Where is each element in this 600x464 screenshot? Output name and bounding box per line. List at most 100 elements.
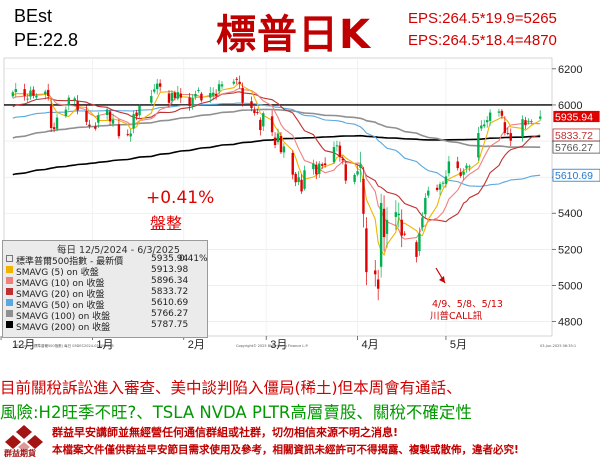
price-tag-label: 5610.69 <box>555 170 593 182</box>
candle-body <box>44 91 47 95</box>
y-tick-label: 6000 <box>558 100 582 112</box>
candle-body <box>524 120 527 126</box>
candle-body <box>88 124 91 127</box>
candle-body <box>46 89 50 96</box>
candle-body <box>332 146 336 163</box>
candle-body <box>397 213 400 216</box>
candle-body <box>197 89 200 91</box>
price-tag <box>552 110 600 123</box>
legend-name: 標準普爾500指數 - 最新價 <box>16 257 124 267</box>
candle-body <box>150 96 153 103</box>
candle-body <box>29 90 32 97</box>
candle-body <box>294 173 297 183</box>
y-tick-label: 6200 <box>558 64 582 76</box>
price-tag-label: 5766.27 <box>555 142 593 154</box>
legend-row: 標準普爾500指數 - 最新價 5935.94 0.41% <box>6 254 208 267</box>
candle-body <box>76 101 79 111</box>
sma-line-100 <box>12 108 541 149</box>
price-tag-label: 5935.94 <box>555 111 593 123</box>
candle-body <box>335 145 339 147</box>
candle-body <box>126 134 129 136</box>
candle-body <box>170 92 174 101</box>
change-label: +0.41% <box>146 188 215 208</box>
candle-body <box>459 172 462 176</box>
copyright-footer: Copyright© 2025 Bloomberg Finance L.P. <box>236 344 309 348</box>
candle-body <box>176 92 180 99</box>
candle-body <box>359 164 362 168</box>
x-tick-label: 4月 <box>362 339 379 350</box>
candle-body <box>465 165 468 168</box>
candle-body <box>291 152 294 175</box>
candle-body <box>85 111 88 122</box>
candle-body <box>362 178 365 214</box>
candle-body <box>250 101 253 109</box>
candle-body <box>214 93 218 96</box>
legend-swatch <box>6 255 13 262</box>
x-tick-label: 5月 <box>450 339 467 350</box>
price-tag <box>552 168 600 182</box>
candle-body <box>235 78 238 80</box>
candle-body <box>441 182 445 184</box>
disclaimer-line-1: 群益早安講師並無經營任何通信群組或社群，切勿相信來源不明之消息! <box>52 426 399 439</box>
candle-body <box>232 81 236 84</box>
candle-body <box>179 93 182 98</box>
candle-body <box>318 163 321 174</box>
legend-name: SMAVG (20) on 收盤 <box>16 290 105 300</box>
candle-body <box>394 212 398 217</box>
candle-body <box>382 208 386 238</box>
legend-swatch <box>6 299 13 306</box>
candle-body <box>188 97 191 107</box>
best-label: BEst <box>14 6 53 26</box>
candle-body <box>303 170 306 189</box>
candle-body <box>270 116 274 133</box>
candle-body <box>521 119 524 137</box>
candle-body <box>262 113 265 127</box>
timestamp-footer: 03-Jun-2025 06:35:1 <box>540 344 577 348</box>
candle-body <box>97 115 100 123</box>
candle-body <box>421 217 424 228</box>
pe-label: PE:22.8 <box>14 30 79 50</box>
candle-body <box>273 137 277 146</box>
legend-title: 每日 12/5/2024 - 6/3/2025 <box>57 245 180 256</box>
candle-body <box>323 163 327 166</box>
legend-name: SMAVG (5) on 收盤 <box>16 268 99 278</box>
candle-body <box>365 228 368 273</box>
candle-body <box>191 98 194 106</box>
x-tick-label: 3月 <box>270 339 287 350</box>
legend-name: SMAVG (200) on 收盤 <box>16 323 111 333</box>
candle-body <box>135 112 138 117</box>
price-tag <box>552 140 600 154</box>
candle-body <box>344 164 347 181</box>
legend-pct: 0.41% <box>179 254 208 264</box>
candle-body <box>26 98 29 100</box>
price-tag-label: 5833.72 <box>555 130 593 142</box>
legend-value: 5833.72 <box>151 287 189 297</box>
candle-body <box>64 109 68 117</box>
legend-value: 5610.69 <box>151 298 189 308</box>
candle-body <box>468 166 471 168</box>
y-tick-label: 5000 <box>558 280 582 292</box>
candle-body <box>341 158 345 161</box>
candle-body <box>220 84 224 87</box>
y-tick-label: 5400 <box>558 208 582 220</box>
candle-body <box>379 202 383 267</box>
candle-body <box>376 279 380 289</box>
legend-row: SMAVG (200) on 收盤 5787.75 <box>6 320 202 333</box>
candle-body <box>415 242 418 257</box>
source-footer: SPX Index (標準普爾500指數) 每日 05DEC2024-03JUN… <box>14 344 114 348</box>
candle-body <box>447 161 451 174</box>
legend-value: 5913.98 <box>151 265 189 275</box>
chart-title: 標普日K <box>216 12 371 58</box>
candle-body <box>300 179 303 192</box>
candle-body <box>312 163 315 170</box>
commentary-line-1: 目前關稅訴訟進入審查、美中談判陷入僵局(稀土)但本周會有通話、 <box>0 379 462 397</box>
candle-body <box>438 184 442 190</box>
legend-row: SMAVG (10) on 收盤 5896.34 <box>6 276 202 289</box>
candle-body <box>462 171 465 175</box>
candle-body <box>11 92 15 97</box>
candle-body <box>158 83 162 87</box>
candle-body <box>435 187 439 190</box>
candle-body <box>477 133 480 158</box>
candle-body <box>217 84 221 92</box>
